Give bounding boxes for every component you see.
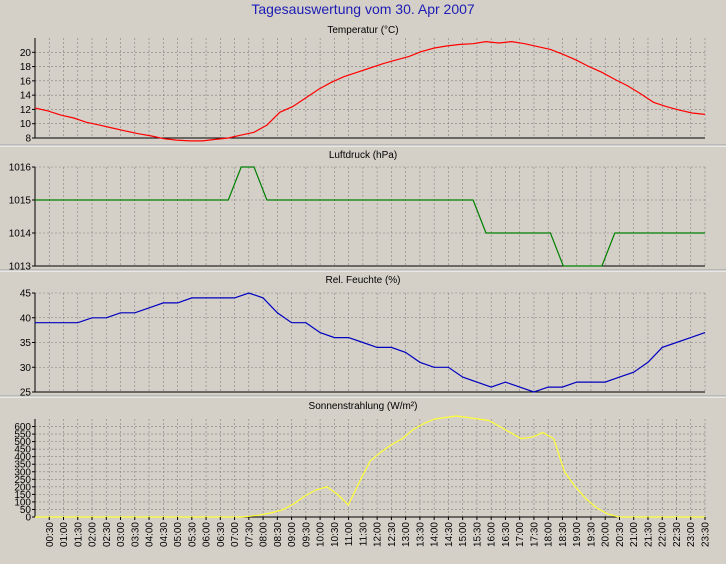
- x-tick-label: 14:30: [444, 522, 455, 547]
- pressure-series-line: [35, 166, 705, 267]
- y-tick-label: 200: [14, 482, 31, 493]
- humidity-chart: Rel. Feuchte (%) 25 30 35 40 45: [0, 269, 726, 399]
- y-tick-label: 30: [20, 363, 32, 374]
- y-tick-label: 400: [14, 452, 31, 463]
- x-tick-label: 11:30: [358, 522, 369, 547]
- x-tick-labels: 00:30 01:00 01:30 02:00 02:30 03:00 03:30 04:00…: [45, 517, 712, 547]
- x-tick-label: 18:00: [544, 522, 555, 547]
- solar-title: Sonnenstrahlung (W/m²): [309, 401, 418, 412]
- solar-series-line: [35, 415, 705, 518]
- x-tick-label: 20:00: [601, 522, 612, 547]
- x-tick-label: 23:30: [701, 522, 712, 547]
- x-tick-label: 15:00: [458, 522, 469, 547]
- y-tick-label: 350: [14, 460, 31, 471]
- y-tick-label: 12: [20, 105, 32, 116]
- x-tick-label: 14:00: [430, 522, 441, 547]
- x-tick-label: 02:00: [88, 522, 99, 547]
- temperature-title: Temperatur (°C): [327, 25, 398, 36]
- x-tick-label: 08:00: [259, 522, 270, 547]
- y-tick-label: 300: [14, 467, 31, 478]
- y-tick-label: 550: [14, 430, 31, 441]
- x-tick-label: 18:30: [558, 522, 569, 547]
- temperature-chart: Temperatur (°C) 8 10 12 14 16 18 20: [20, 25, 706, 145]
- page-title: Tagesauswertung vom 30. Apr 2007: [251, 1, 475, 17]
- y-tick-label: 500: [14, 437, 31, 448]
- x-tick-label: 11:00: [344, 522, 355, 547]
- x-tick-label: 13:00: [401, 522, 412, 547]
- x-tick-label: 12:00: [373, 522, 384, 547]
- temperature-series-line: [34, 40, 706, 142]
- y-tick-label: 1015: [9, 196, 32, 207]
- x-tick-label: 08:30: [273, 522, 284, 547]
- y-tick-label: 35: [20, 338, 32, 349]
- y-tick-label: 0: [25, 513, 31, 524]
- y-tick-label: 1014: [9, 229, 32, 240]
- x-tick-label: 21:00: [629, 522, 640, 547]
- x-tick-label: 02:30: [102, 522, 113, 547]
- solar-chart: Sonnenstrahlung (W/m²) 050100150200250300…: [0, 395, 726, 524]
- x-tick-label: 13:30: [415, 522, 426, 547]
- pressure-chart: Luftdruck (hPa) 1013 1014 1015 1016: [0, 144, 726, 273]
- x-tick-label: 22:00: [658, 522, 669, 547]
- x-tick-label: 05:00: [173, 522, 184, 547]
- x-tick-label: 01:30: [73, 522, 84, 547]
- y-tick-label: 250: [14, 475, 31, 486]
- x-tick-label: 19:00: [572, 522, 583, 547]
- y-tick-label: 450: [14, 445, 31, 456]
- y-tick-label: 10: [20, 119, 32, 130]
- y-tick-label: 40: [20, 313, 32, 324]
- humidity-title: Rel. Feuchte (%): [325, 275, 400, 286]
- x-tick-label: 22:30: [672, 522, 683, 547]
- y-tick-label: 150: [14, 490, 31, 501]
- y-tick-label: 16: [20, 76, 32, 87]
- x-tick-label: 19:30: [586, 522, 597, 547]
- y-tick-label: 25: [20, 388, 32, 399]
- x-tick-label: 04:30: [159, 522, 170, 547]
- x-tick-label: 00:30: [45, 522, 56, 547]
- x-tick-label: 07:00: [230, 522, 241, 547]
- x-tick-label: 17:30: [529, 522, 540, 547]
- y-tick-label: 20: [20, 48, 32, 59]
- x-tick-label: 16:30: [501, 522, 512, 547]
- x-tick-label: 10:00: [316, 522, 327, 547]
- y-tick-label: 18: [20, 62, 32, 73]
- y-tick-label: 45: [20, 289, 32, 300]
- y-tick-label: 1016: [9, 163, 32, 174]
- y-tick-label: 50: [20, 505, 32, 516]
- x-tick-label: 06:00: [202, 522, 213, 547]
- x-tick-label: 23:00: [686, 522, 697, 547]
- y-tick-label: 1013: [9, 262, 32, 273]
- x-tick-label: 17:00: [515, 522, 526, 547]
- x-tick-label: 01:00: [59, 522, 70, 547]
- pressure-title: Luftdruck (hPa): [329, 150, 397, 161]
- humidity-series-line: [35, 292, 706, 393]
- x-tick-label: 09:00: [287, 522, 298, 547]
- x-tick-label: 12:30: [387, 522, 398, 547]
- x-tick-label: 09:30: [301, 522, 312, 547]
- y-tick-label: 14: [20, 91, 32, 102]
- x-tick-label: 06:30: [216, 522, 227, 547]
- y-tick-label: 600: [14, 422, 31, 433]
- x-tick-label: 05:30: [187, 522, 198, 547]
- x-tick-label: 20:30: [615, 522, 626, 547]
- x-tick-label: 07:30: [244, 522, 255, 547]
- y-tick-label: 100: [14, 497, 31, 508]
- x-tick-label: 10:30: [330, 522, 341, 547]
- x-tick-label: 03:30: [130, 522, 141, 547]
- x-tick-label: 16:00: [487, 522, 498, 547]
- x-tick-label: 04:00: [145, 522, 156, 547]
- x-tick-label: 15:30: [472, 522, 483, 547]
- y-tick-label: 8: [25, 134, 31, 145]
- x-tick-label: 03:00: [116, 522, 127, 547]
- x-tick-label: 21:30: [643, 522, 654, 547]
